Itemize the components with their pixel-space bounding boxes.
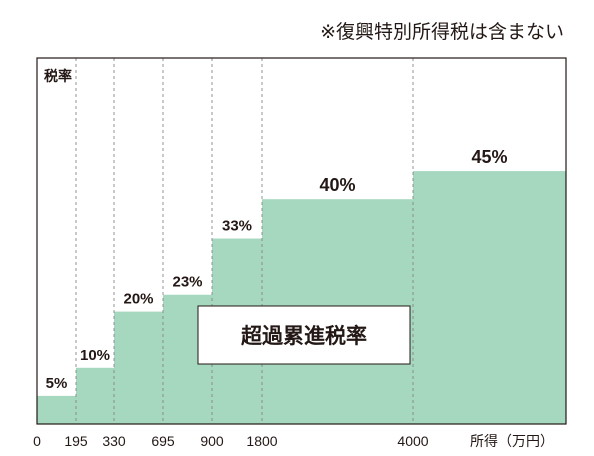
x-tick-label-1800: 1800	[246, 433, 277, 449]
rate-label-7: 45%	[471, 147, 507, 167]
bracket-fills	[37, 171, 566, 424]
rate-label-4: 23%	[172, 274, 202, 291]
bracket-bar-2	[76, 367, 114, 424]
rate-label-3: 20%	[123, 291, 153, 308]
bracket-bar-7	[413, 171, 566, 424]
annotation-box-bg	[197, 305, 411, 365]
x-axis-label: 所得（万円）	[470, 433, 554, 450]
y-axis-label: 税率	[44, 68, 72, 85]
annotation-box: 超過累進税率	[197, 305, 411, 365]
rate-label-2: 10%	[80, 347, 110, 364]
bracket-bar-3	[114, 311, 163, 424]
x-tick-labels: 0 195 330 695 900 1800 4000	[33, 433, 429, 449]
x-tick-label-695: 695	[151, 433, 175, 449]
chart-note: ※復興特別所得税は含まない	[320, 21, 564, 43]
plot-frame	[36, 57, 567, 425]
x-tick-label-900: 900	[200, 433, 224, 449]
x-tick-label-330: 330	[102, 433, 126, 449]
x-tick-label-4000: 4000	[397, 433, 428, 449]
bracket-bar-1	[37, 395, 76, 424]
x-tick-label-0: 0	[33, 433, 41, 449]
rate-label-5: 33%	[222, 218, 252, 235]
x-tick-label-195: 195	[64, 433, 88, 449]
annotation-text: 超過累進税率	[241, 324, 367, 348]
rate-label-1: 5%	[46, 375, 68, 392]
rate-label-6: 40%	[319, 175, 355, 195]
rate-labels: 5% 10% 20% 23% 33% 40% 45%	[46, 147, 508, 392]
gridlines	[75, 58, 414, 424]
